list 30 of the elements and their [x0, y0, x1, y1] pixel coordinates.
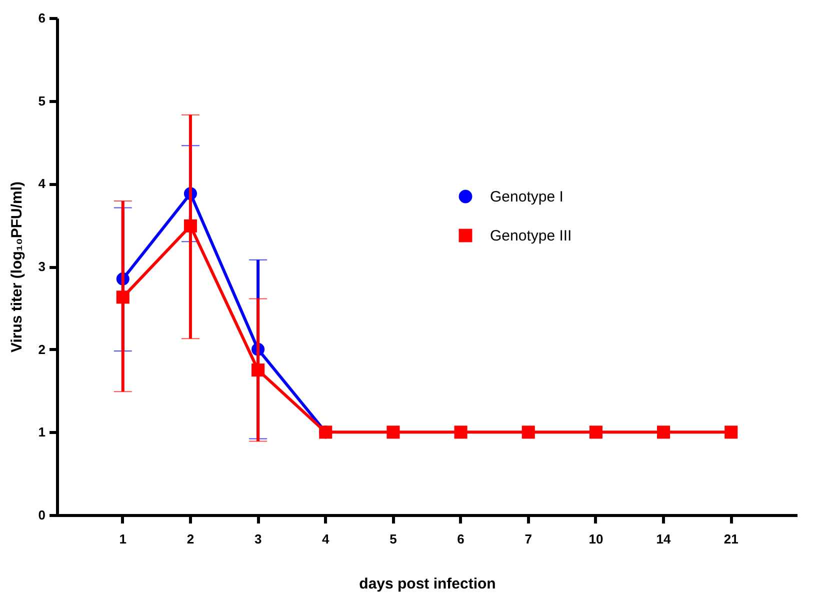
x-tick-label: 6: [457, 532, 464, 546]
point: [386, 426, 400, 439]
x-tick-label: 2: [186, 532, 194, 546]
point: [522, 426, 535, 439]
x-tick-label: 3: [254, 532, 262, 546]
point: [589, 426, 602, 439]
x-tick-label: 4: [322, 532, 330, 546]
point: [724, 426, 738, 439]
y-tick-label: 3: [38, 259, 46, 274]
y-tick-label: 1: [38, 424, 46, 440]
y-tick-label: 0: [38, 508, 46, 522]
x-tick-label: 14: [656, 532, 672, 546]
point: [252, 364, 265, 377]
x-axis-title: days post infection: [359, 576, 496, 592]
legend-label: Genotype I: [490, 188, 564, 206]
x-tick-label: 7: [524, 532, 532, 546]
point: [657, 426, 670, 439]
x-tick-label: 5: [390, 532, 397, 546]
y-tick-label: 6: [38, 10, 46, 26]
y-tick-label: 4: [38, 176, 46, 192]
y-tick-label: 5: [38, 93, 46, 108]
x-tick-label: 21: [724, 532, 738, 546]
legend-label: Genotype III: [490, 228, 572, 244]
point: [454, 426, 468, 439]
y-axis-title: Virus titer (log₁₀PFU/ml): [8, 181, 26, 353]
y-tick-label: 2: [38, 342, 46, 357]
x-tick-label: 10: [588, 532, 604, 546]
point: [116, 290, 130, 304]
x-tick-label: 1: [119, 532, 127, 546]
point: [184, 219, 197, 232]
